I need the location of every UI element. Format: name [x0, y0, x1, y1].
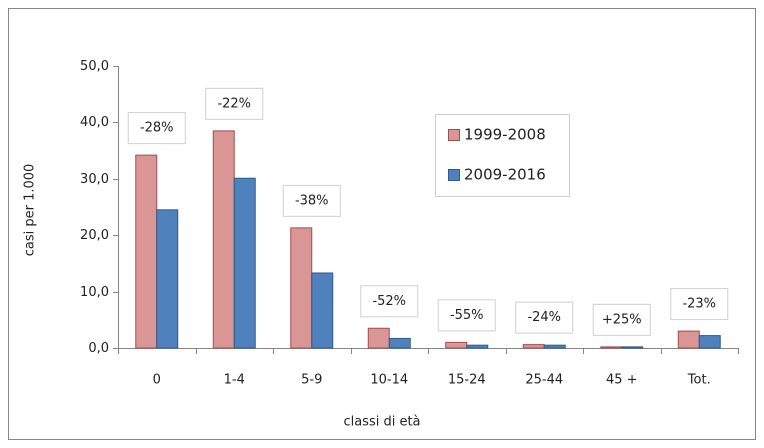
x-axis-title: classi di età — [343, 415, 420, 430]
annotation-box — [515, 301, 574, 334]
annotation-box — [437, 299, 496, 332]
bar — [621, 346, 644, 349]
legend — [435, 114, 570, 197]
bar — [290, 227, 313, 349]
bar — [135, 154, 158, 349]
x-tick-label: Tot. — [687, 373, 711, 388]
annotation: -28% — [140, 121, 174, 136]
legend-swatch — [448, 129, 460, 141]
annotation: -55% — [450, 308, 484, 323]
y-tick-label: 30,0 — [80, 172, 109, 187]
bar — [367, 327, 390, 349]
bar — [445, 341, 468, 349]
x-tick-label: 1-4 — [224, 373, 245, 388]
x-tick-label: 0 — [153, 373, 161, 388]
y-tick-label: 0,0 — [88, 341, 109, 356]
y-tick-label: 50,0 — [80, 59, 109, 74]
bar — [522, 344, 545, 349]
bar — [698, 335, 721, 349]
bar — [388, 337, 411, 349]
annotation: -38% — [295, 193, 329, 208]
x-tick-label: 5-9 — [301, 373, 322, 388]
bar — [677, 330, 700, 349]
legend-swatch — [448, 169, 460, 181]
legend-label: 2009-2016 — [464, 166, 546, 184]
annotation-box — [670, 288, 729, 321]
x-tick-label: 15-24 — [448, 373, 486, 388]
x-tick-label: 45 + — [606, 373, 638, 388]
annotation: -23% — [682, 297, 716, 312]
y-tick-label: 20,0 — [80, 228, 109, 243]
bar — [466, 344, 489, 349]
bar — [311, 272, 334, 349]
y-tick-label: 40,0 — [80, 115, 109, 130]
annotation-box — [360, 285, 419, 318]
y-axis-title: casi per 1.000 — [23, 164, 38, 257]
annotation: -24% — [527, 310, 561, 325]
annotation-box — [592, 303, 651, 336]
annotation: +25% — [602, 312, 642, 327]
bar — [212, 130, 235, 349]
x-tick-label: 25-44 — [525, 373, 563, 388]
y-tick-label: 10,0 — [80, 285, 109, 300]
annotation-box — [205, 87, 264, 120]
annotation-box — [127, 112, 186, 145]
annotation-box — [282, 184, 341, 217]
bar — [156, 209, 179, 349]
legend-label: 1999-2008 — [464, 126, 546, 144]
bar — [543, 344, 566, 349]
chart-frame — [8, 8, 756, 440]
annotation: -22% — [217, 96, 251, 111]
x-tick-label: 10-14 — [370, 373, 408, 388]
annotation: -52% — [372, 294, 406, 309]
bar — [600, 346, 623, 349]
bar — [233, 177, 256, 349]
